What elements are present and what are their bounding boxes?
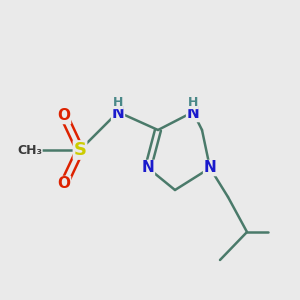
Text: N: N	[204, 160, 216, 175]
Text: N: N	[187, 106, 200, 122]
Text: S: S	[74, 141, 86, 159]
Text: N: N	[112, 106, 124, 122]
Text: H: H	[113, 95, 123, 109]
Text: H: H	[188, 95, 198, 109]
Text: O: O	[58, 176, 70, 191]
Text: N: N	[142, 160, 154, 175]
Text: O: O	[58, 109, 70, 124]
Text: CH₃: CH₃	[17, 143, 42, 157]
